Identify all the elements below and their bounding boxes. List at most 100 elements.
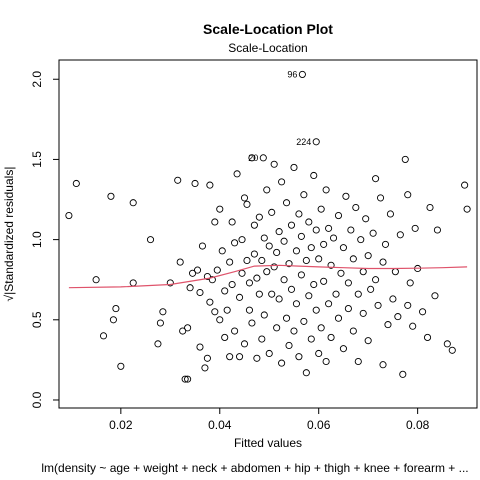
data-point: [100, 333, 106, 339]
data-point: [360, 269, 366, 275]
data-point: [217, 206, 223, 212]
x-tick-label: 0.06: [307, 418, 331, 432]
data-point: [93, 277, 99, 283]
data-point: [197, 289, 203, 295]
data-point: [395, 313, 401, 319]
data-point: [229, 281, 235, 287]
y-tick-label: 1.5: [30, 151, 44, 168]
data-point: [264, 269, 270, 275]
data-point: [260, 155, 266, 161]
data-point: [449, 347, 455, 353]
data-point: [353, 204, 359, 210]
data-point: [246, 280, 252, 286]
data-point: [355, 358, 361, 364]
data-point: [293, 301, 299, 307]
data-point: [160, 309, 166, 315]
data-point: [259, 336, 265, 342]
data-point: [266, 243, 272, 249]
data-point: [412, 225, 418, 231]
y-tick-label: 1.0: [30, 231, 44, 248]
data-point: [363, 216, 369, 222]
data-point: [264, 187, 270, 193]
chart-subtitle: Scale-Location: [228, 41, 307, 55]
data-point: [244, 257, 250, 263]
data-point: [325, 301, 331, 307]
plot-frame: [59, 60, 477, 408]
data-point: [308, 336, 314, 342]
data-point: [66, 212, 72, 218]
data-point: [321, 241, 327, 247]
data-point: [345, 305, 351, 311]
data-point: [301, 318, 307, 324]
data-point: [187, 285, 193, 291]
data-point: [301, 192, 307, 198]
data-point: [118, 363, 124, 369]
data-point: [370, 230, 376, 236]
data-point: [392, 269, 398, 275]
outlier-label: 96: [287, 69, 297, 79]
data-point: [236, 354, 242, 360]
data-point: [259, 257, 265, 263]
data-point: [419, 309, 425, 315]
data-point: [375, 302, 381, 308]
y-axis: 0.0 0.5 1.0 1.5 2.0: [30, 71, 59, 409]
y-tick-label: 0.5: [30, 311, 44, 328]
data-point: [368, 286, 374, 292]
data-point: [343, 193, 349, 199]
data-point: [291, 164, 297, 170]
data-point: [288, 222, 294, 228]
data-point: [207, 299, 213, 305]
data-point: [274, 325, 280, 331]
data-point: [204, 355, 210, 361]
data-point: [279, 179, 285, 185]
data-point: [345, 280, 351, 286]
data-point: [311, 172, 317, 178]
data-point: [224, 307, 230, 313]
data-point: [390, 296, 396, 302]
data-point: [308, 245, 314, 251]
x-axis: 0.02 0.04 0.06 0.08: [109, 408, 429, 432]
data-point: [274, 249, 280, 255]
data-point: [358, 237, 364, 243]
outlier-label: 20: [248, 153, 258, 163]
data-point: [249, 320, 255, 326]
data-point: [380, 259, 386, 265]
data-point: [407, 280, 413, 286]
data-point: [251, 251, 257, 257]
data-point: [232, 240, 238, 246]
data-point: [348, 227, 354, 233]
data-point: [405, 192, 411, 198]
x-axis-label: Fitted values: [234, 436, 302, 450]
data-point: [217, 317, 223, 323]
data-point: [199, 243, 205, 249]
data-point: [303, 370, 309, 376]
data-point: [244, 201, 250, 207]
data-point: [372, 277, 378, 283]
data-point: [279, 360, 285, 366]
data-point: [298, 272, 304, 278]
data-point: [241, 341, 247, 347]
data-point: [464, 206, 470, 212]
data-point: [222, 334, 228, 340]
data-point: [222, 288, 228, 294]
data-point: [434, 227, 440, 233]
data-point: [432, 293, 438, 299]
data-point: [296, 211, 302, 217]
data-point: [286, 342, 292, 348]
data-point: [214, 267, 220, 273]
data-point: [291, 328, 297, 334]
data-point: [227, 259, 233, 265]
data-point: [261, 235, 267, 241]
data-point: [444, 341, 450, 347]
data-point: [462, 182, 468, 188]
data-point: [405, 302, 411, 308]
data-point: [330, 235, 336, 241]
data-point: [251, 222, 257, 228]
data-point: [271, 264, 277, 270]
data-point: [325, 225, 331, 231]
data-point: [402, 156, 408, 162]
data-point: [269, 291, 275, 297]
data-point: [185, 325, 191, 331]
data-point: [266, 350, 272, 356]
data-point: [293, 248, 299, 254]
